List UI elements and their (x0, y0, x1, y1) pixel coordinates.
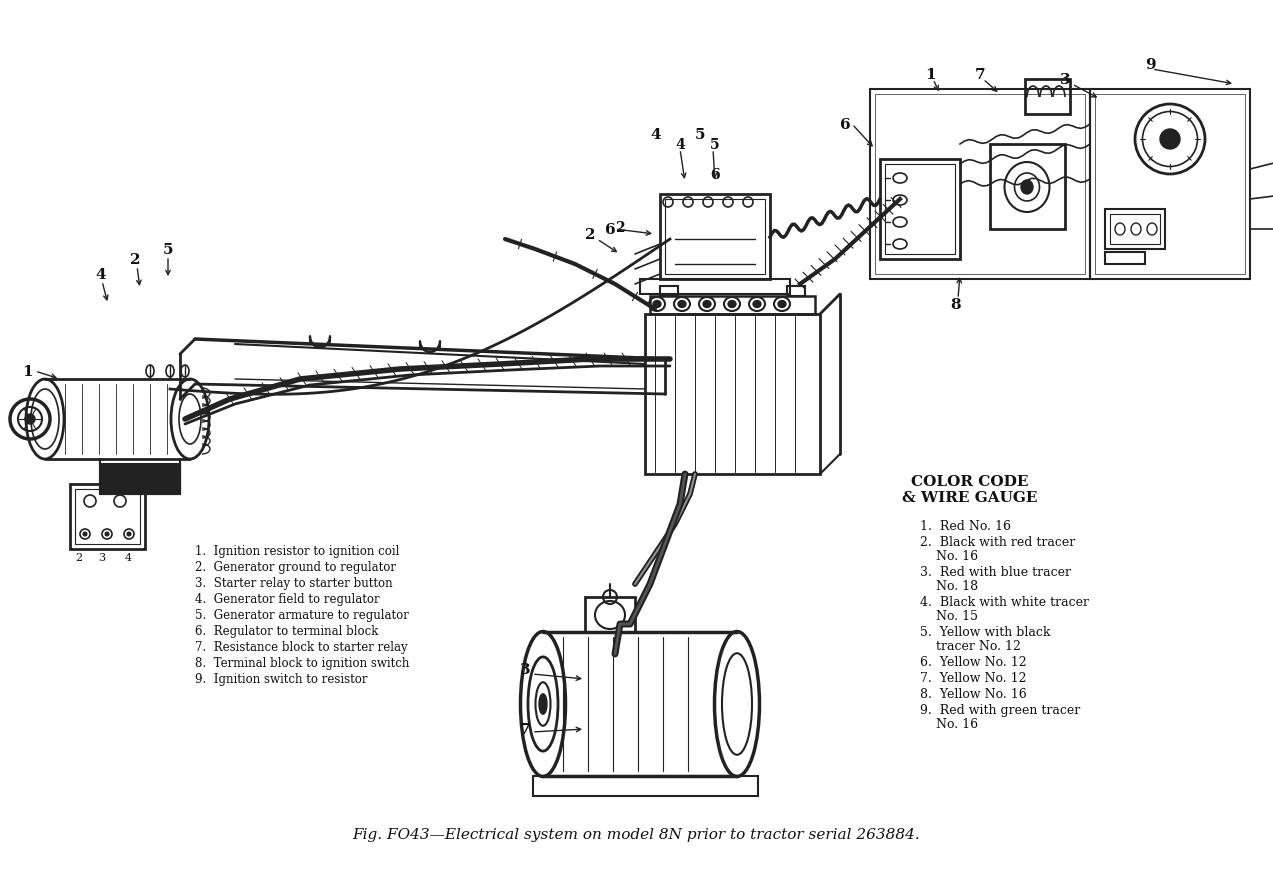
Bar (1110, 215, 1160, 245)
Text: 6.  Yellow No. 12: 6. Yellow No. 12 (920, 655, 1026, 668)
Text: 2: 2 (615, 221, 625, 235)
Bar (101, 464, 179, 494)
Text: Fig. FO43—Electrical system on model 8N prior to tractor serial 263884.: Fig. FO43—Electrical system on model 8N … (353, 827, 920, 841)
Text: No. 15: No. 15 (920, 609, 978, 622)
Text: 4.  Black with white tracer: 4. Black with white tracer (920, 595, 1088, 608)
Text: 6: 6 (840, 118, 850, 132)
Ellipse shape (778, 302, 785, 308)
Text: 2.  Black with red tracer: 2. Black with red tracer (920, 535, 1076, 548)
Bar (1105, 209, 1165, 249)
Text: 2.  Generator ground to regulator: 2. Generator ground to regulator (195, 561, 396, 574)
Text: 6: 6 (605, 222, 616, 236)
Ellipse shape (127, 533, 131, 536)
Text: 4: 4 (651, 128, 661, 142)
Text: 5: 5 (710, 138, 719, 152)
Bar (665, 200, 765, 275)
Text: COLOR CODE
& WIRE GAUGE: COLOR CODE & WIRE GAUGE (903, 474, 1037, 505)
Text: 5: 5 (163, 242, 173, 256)
Ellipse shape (679, 302, 686, 308)
Bar (75, 489, 140, 544)
Bar (645, 315, 820, 474)
Text: 7: 7 (975, 68, 985, 82)
Text: 9: 9 (1144, 58, 1156, 72)
Ellipse shape (538, 694, 547, 714)
Text: 4: 4 (95, 268, 106, 282)
Text: 9.  Ignition switch to resistor: 9. Ignition switch to resistor (195, 673, 368, 686)
Text: No. 18: No. 18 (920, 580, 978, 593)
Text: 1: 1 (22, 365, 33, 379)
Text: tracer No. 12: tracer No. 12 (920, 640, 1021, 653)
Ellipse shape (1160, 129, 1180, 149)
Text: No. 16: No. 16 (920, 549, 978, 562)
Ellipse shape (1021, 181, 1032, 195)
Text: 7.  Yellow No. 12: 7. Yellow No. 12 (920, 671, 1026, 684)
Bar (533, 776, 757, 796)
Text: 6: 6 (710, 168, 719, 182)
Bar (640, 280, 791, 295)
Text: 8.  Terminal block to ignition switch: 8. Terminal block to ignition switch (195, 656, 410, 669)
Bar (787, 287, 805, 296)
Bar (659, 195, 770, 280)
Text: 4: 4 (125, 553, 132, 562)
Bar (1105, 253, 1144, 265)
Bar (1025, 80, 1071, 115)
Text: 3.  Starter relay to starter button: 3. Starter relay to starter button (195, 576, 392, 589)
Text: No. 16: No. 16 (920, 717, 978, 730)
Bar (101, 464, 179, 494)
Text: 8.  Yellow No. 16: 8. Yellow No. 16 (920, 687, 1027, 700)
Ellipse shape (754, 302, 761, 308)
Text: 4: 4 (675, 138, 685, 152)
Text: 5: 5 (695, 128, 705, 142)
Bar (869, 90, 1090, 280)
Bar (651, 296, 815, 315)
Text: 3: 3 (98, 553, 106, 562)
Text: 9.  Red with green tracer: 9. Red with green tracer (920, 703, 1081, 716)
Bar (586, 597, 635, 633)
Ellipse shape (83, 533, 87, 536)
Text: 2: 2 (586, 228, 596, 242)
Text: 3.  Red with blue tracer: 3. Red with blue tracer (920, 566, 1071, 579)
Text: 2: 2 (130, 253, 140, 267)
Text: 3: 3 (1060, 73, 1071, 87)
Text: 6.  Regulator to terminal block: 6. Regulator to terminal block (195, 624, 378, 637)
Text: 1.  Red No. 16: 1. Red No. 16 (920, 520, 1011, 533)
Text: 5.  Generator armature to regulator: 5. Generator armature to regulator (195, 608, 409, 621)
Bar (875, 95, 1085, 275)
Text: 7.  Resistance block to starter relay: 7. Resistance block to starter relay (195, 640, 407, 653)
Text: 5.  Yellow with black: 5. Yellow with black (920, 626, 1050, 638)
Text: 8: 8 (950, 298, 961, 312)
Ellipse shape (653, 302, 661, 308)
Text: 7: 7 (519, 722, 531, 736)
Text: 1: 1 (925, 68, 936, 82)
Text: 4.  Generator field to regulator: 4. Generator field to regulator (195, 593, 379, 606)
Bar (1090, 90, 1250, 280)
Text: 3: 3 (519, 662, 531, 676)
Ellipse shape (703, 302, 712, 308)
Ellipse shape (25, 415, 34, 425)
Bar (659, 287, 679, 296)
Bar (70, 484, 145, 549)
Bar (885, 165, 955, 255)
Ellipse shape (728, 302, 736, 308)
Bar (990, 145, 1066, 229)
Ellipse shape (104, 533, 109, 536)
Bar (880, 160, 960, 260)
Bar (1095, 95, 1245, 275)
Text: 2: 2 (75, 553, 83, 562)
Text: 1.  Ignition resistor to ignition coil: 1. Ignition resistor to ignition coil (195, 544, 400, 557)
